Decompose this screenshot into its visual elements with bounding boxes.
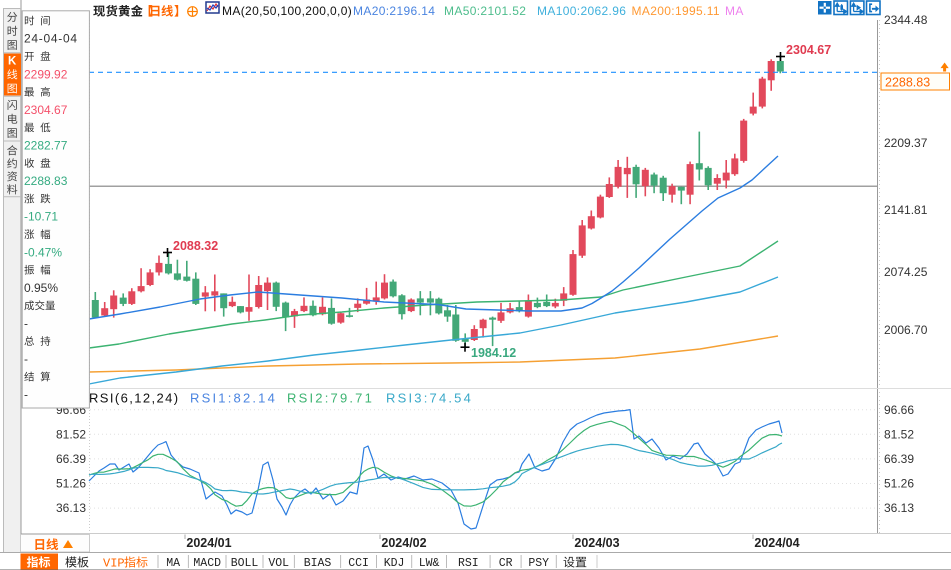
svg-text:24-04-04: 24-04-04 xyxy=(24,32,78,46)
svg-text:66.39: 66.39 xyxy=(56,452,86,466)
svg-text:66.39: 66.39 xyxy=(884,452,914,466)
svg-text:-: - xyxy=(24,388,28,402)
svg-text:BOLL: BOLL xyxy=(231,557,259,570)
svg-text:VOL: VOL xyxy=(268,557,289,570)
svg-text:-0.47%: -0.47% xyxy=(24,245,62,259)
svg-text:PSY: PSY xyxy=(528,557,549,570)
svg-text:MACD: MACD xyxy=(193,557,221,570)
svg-text:36.13: 36.13 xyxy=(884,501,914,515)
svg-text:2299.92: 2299.92 xyxy=(24,67,68,81)
svg-text:MA200:1995.11: MA200:1995.11 xyxy=(632,4,720,18)
svg-text:RSI: RSI xyxy=(458,557,479,570)
svg-text:BIAS: BIAS xyxy=(304,557,332,570)
svg-text:MA: MA xyxy=(725,4,744,18)
svg-text:51.26: 51.26 xyxy=(884,477,914,491)
svg-text:MA20:2196.14: MA20:2196.14 xyxy=(353,4,435,18)
svg-text:2024/02: 2024/02 xyxy=(381,536,426,550)
svg-text:2304.67: 2304.67 xyxy=(24,103,68,117)
svg-text:2288.83: 2288.83 xyxy=(24,174,68,188)
svg-text:81.52: 81.52 xyxy=(56,428,86,442)
svg-text:51.26: 51.26 xyxy=(56,477,86,491)
svg-text:CR: CR xyxy=(499,557,513,570)
svg-text:2288.83: 2288.83 xyxy=(885,76,930,90)
svg-text:CCI: CCI xyxy=(348,557,369,570)
svg-text:MA50:2101.52: MA50:2101.52 xyxy=(444,4,526,18)
svg-text:KDJ: KDJ xyxy=(384,557,405,570)
svg-text:MA100:2062.96: MA100:2062.96 xyxy=(537,4,626,18)
svg-text:-: - xyxy=(24,352,28,366)
svg-text:MA: MA xyxy=(166,557,180,570)
svg-text:2024/04: 2024/04 xyxy=(754,536,799,550)
svg-text:RSI2:79.71: RSI2:79.71 xyxy=(287,391,374,406)
svg-text:2074.25: 2074.25 xyxy=(884,265,928,279)
svg-text:2141.81: 2141.81 xyxy=(884,203,928,217)
svg-text:2024/01: 2024/01 xyxy=(186,536,231,550)
svg-text:K: K xyxy=(8,55,17,67)
svg-text:-10.71: -10.71 xyxy=(24,210,58,224)
svg-text:36.13: 36.13 xyxy=(56,501,86,515)
svg-text:0.95%: 0.95% xyxy=(24,281,58,295)
svg-text:VIP: VIP xyxy=(103,557,125,570)
svg-text:81.52: 81.52 xyxy=(884,428,914,442)
svg-text:LW&: LW& xyxy=(419,557,440,570)
svg-text:2282.77: 2282.77 xyxy=(24,139,68,153)
svg-text:RSI1:82.14: RSI1:82.14 xyxy=(190,391,277,406)
svg-text:2304.67: 2304.67 xyxy=(786,43,831,57)
svg-text:MA(20,50,100,200,0,0): MA(20,50,100,200,0,0) xyxy=(222,4,352,18)
svg-text:1984.12: 1984.12 xyxy=(471,346,516,360)
svg-text:96.66: 96.66 xyxy=(884,403,914,417)
svg-text:-: - xyxy=(24,317,28,331)
svg-text:RSI3:74.54: RSI3:74.54 xyxy=(386,391,473,406)
svg-text:RSI(6,12,24): RSI(6,12,24) xyxy=(89,391,180,406)
svg-text:2344.48: 2344.48 xyxy=(884,13,928,27)
svg-text:2209.37: 2209.37 xyxy=(884,136,928,150)
svg-text:2088.32: 2088.32 xyxy=(173,239,218,253)
svg-text:2006.70: 2006.70 xyxy=(884,323,928,337)
svg-text:2024/03: 2024/03 xyxy=(574,536,619,550)
